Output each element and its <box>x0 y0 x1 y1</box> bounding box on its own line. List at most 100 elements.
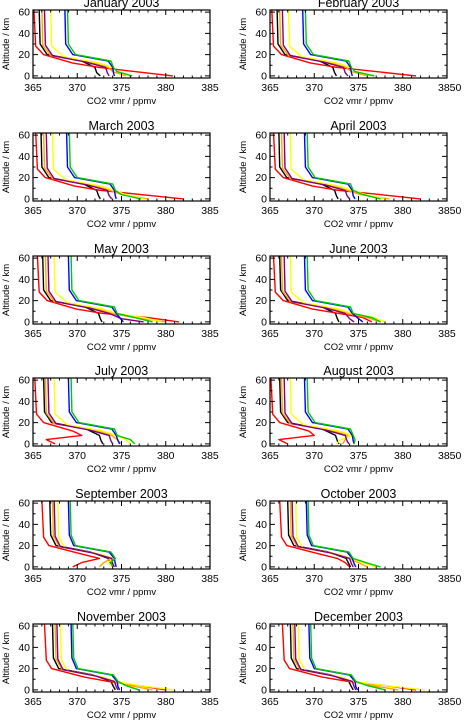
y-axis-label: Altitude / km <box>238 18 249 70</box>
x-axis-label: CO2 vmr / ppmv <box>324 710 393 721</box>
x-tick-label: 370 <box>305 696 323 708</box>
x-tick-label: 380 <box>394 82 412 94</box>
y-tick-label: 20 <box>255 295 267 307</box>
co2-profile-line-4 <box>289 256 386 323</box>
x-tick-label: 380 <box>394 328 412 340</box>
y-tick-label: 60 <box>18 253 30 265</box>
co2-profile-line-5 <box>47 378 114 445</box>
x-tick-label: 375 <box>113 450 131 462</box>
panel-11: November 2003 365 370 375 380 385 0 20 40 60 CO2 v… <box>1 610 219 721</box>
y-axis-label: Altitude / km <box>238 141 249 193</box>
co2-profile-line-7 <box>70 378 136 445</box>
co2-profile-line-7 <box>70 256 153 323</box>
x-axis-label: CO2 vmr / ppmv <box>87 464 156 475</box>
co2-profile-line-4 <box>57 501 114 568</box>
y-tick-label: 20 <box>255 172 267 184</box>
y-tick-label: 60 <box>18 621 30 633</box>
panel-title: September 2003 <box>75 487 167 501</box>
co2-profile-line-4 <box>297 624 425 691</box>
y-tick-label: 0 <box>24 70 30 82</box>
co2-profile-line-4 <box>53 256 162 323</box>
y-tick-label: 0 <box>24 438 30 450</box>
x-tick-label: 385 <box>438 328 456 340</box>
x-tick-label: 365 <box>24 450 42 462</box>
panel-2: February 2003 365 370 375 380 3850 0 20 40 60 CO2 … <box>238 0 462 107</box>
panel-title: April 2003 <box>330 119 386 133</box>
x-tick-label: 380 <box>394 205 412 217</box>
y-tick-label: 0 <box>24 561 30 573</box>
co2-profile-line-5 <box>53 501 116 568</box>
x-tick-label: 380 <box>157 328 175 340</box>
y-tick-label: 40 <box>255 642 267 654</box>
co2-profile-line-7 <box>306 133 381 200</box>
panel-title: July 2003 <box>95 364 149 378</box>
x-tick-label: 370 <box>305 205 323 217</box>
co2-profile-line-3 <box>279 10 368 77</box>
x-tick-label: 365 <box>24 696 42 708</box>
y-tick-label: 20 <box>18 49 30 61</box>
co2-profile-line-5 <box>283 256 355 323</box>
x-axis-label: CO2 vmr / ppmv <box>324 587 393 598</box>
y-axis-label: Altitude / km <box>1 632 12 684</box>
co2-profile-line-5 <box>45 133 113 200</box>
co2-profile-line-5 <box>283 378 350 445</box>
panel-title: December 2003 <box>314 610 403 624</box>
plot-frame <box>32 377 211 447</box>
panel-10: October 2003 365 370 375 380 3850 0 20 40 60 CO2 v… <box>238 487 462 598</box>
panel-title: August 2003 <box>323 364 393 378</box>
co2-profile-line-2 <box>271 10 417 77</box>
panel-12: December 2003 365 370 375 380 3850 0 20 40 60 CO2 … <box>238 610 462 721</box>
y-tick-label: 20 <box>18 172 30 184</box>
co2-profile-line-7 <box>72 624 140 691</box>
x-tick-label: 370 <box>305 82 323 94</box>
co2-profile-line-2 <box>279 501 351 568</box>
y-tick-label: 40 <box>255 519 267 531</box>
co2-profile-line-7 <box>304 10 375 77</box>
co2-profile-line-7 <box>310 624 386 691</box>
y-tick-label: 60 <box>18 130 30 142</box>
x-tick-label: 375 <box>350 450 368 462</box>
co2-profile-line-3 <box>51 501 112 568</box>
y-tick-label: 40 <box>18 274 30 286</box>
x-tick-label: 3850 <box>438 82 462 94</box>
x-tick-label: 380 <box>394 450 412 462</box>
series-group <box>279 501 381 568</box>
co2-profile-line-7 <box>306 256 381 323</box>
plot-frame <box>269 255 448 325</box>
co2-profile-line-7 <box>68 133 142 200</box>
y-axis-label: Altitude / km <box>238 264 249 316</box>
x-tick-label: 375 <box>350 328 368 340</box>
co2-profile-line-4 <box>289 378 353 445</box>
x-axis-label: CO2 vmr / ppmv <box>324 342 393 353</box>
co2-profile-line-7 <box>307 501 381 568</box>
x-tick-label: 365 <box>261 573 279 585</box>
plot-frame <box>32 500 211 570</box>
x-tick-label: 385 <box>201 82 219 94</box>
x-tick-label: 370 <box>68 696 86 708</box>
y-axis-label: Altitude / km <box>238 386 249 438</box>
series-group <box>35 133 184 200</box>
series-group <box>272 133 421 200</box>
series-group <box>36 256 180 323</box>
x-axis-label: CO2 vmr / ppmv <box>324 464 393 475</box>
y-tick-label: 20 <box>18 540 30 552</box>
co2-profile-line-7 <box>306 378 356 445</box>
panel-6: June 2003 365 370 375 380 385 0 20 40 60 CO2 vmr /… <box>238 242 456 353</box>
co2-profile-line-5 <box>283 133 351 200</box>
series-group <box>281 624 425 691</box>
y-tick-label: 20 <box>18 417 30 429</box>
co2-profile-line-4 <box>53 378 131 445</box>
panel-8: August 2003 365 370 375 380 3850 0 20 40 60 CO2 vm… <box>238 364 462 475</box>
y-tick-label: 60 <box>18 7 30 19</box>
panel-1: January 2003 365 370 375 380 385 0 20 40 60 CO2 vm… <box>1 0 219 107</box>
y-tick-label: 0 <box>24 316 30 328</box>
x-tick-label: 375 <box>350 205 368 217</box>
co2-profile-line-2 <box>34 378 83 445</box>
y-tick-label: 60 <box>255 253 267 265</box>
y-axis-label: Altitude / km <box>238 632 249 684</box>
panel-title: October 2003 <box>321 487 397 501</box>
panel-9: September 2003 365 370 375 380 385 0 20 40 60 CO2 … <box>1 487 219 598</box>
y-tick-label: 60 <box>255 375 267 387</box>
x-tick-label: 385 <box>201 205 219 217</box>
y-tick-label: 0 <box>24 193 30 205</box>
